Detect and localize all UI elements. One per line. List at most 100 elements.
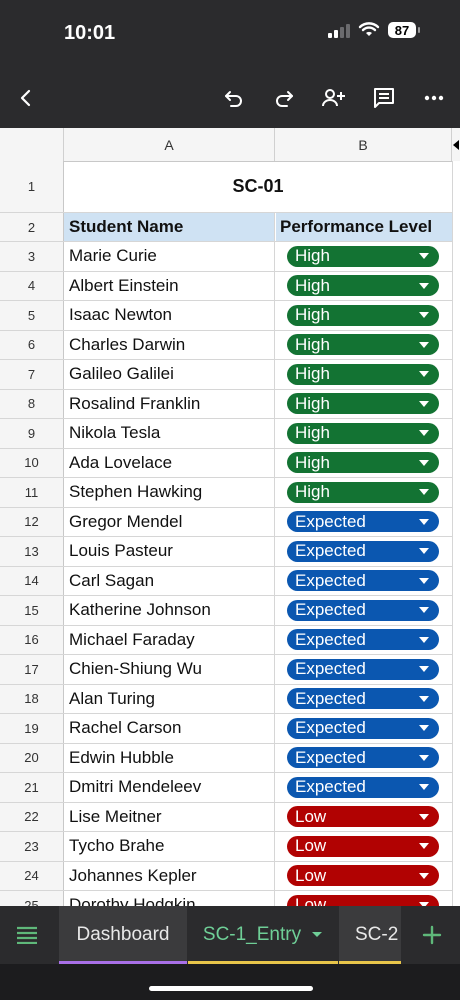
tab-sc-1-entry[interactable]: SC-1_Entry [188,906,338,964]
row-number[interactable]: 8 [0,389,64,418]
performance-level-cell[interactable]: High [276,242,452,271]
row-number[interactable]: 3 [0,242,64,271]
performance-level-dropdown[interactable]: High [287,245,439,267]
student-name-cell[interactable]: Charles Darwin [64,330,275,359]
row-number[interactable]: 9 [0,419,64,448]
spreadsheet-grid[interactable]: A B 1 SC-01 2 Student Name Performance L… [0,128,460,906]
header-student-name[interactable]: Student Name [64,213,275,241]
student-name-cell[interactable]: Edwin Hubble [64,743,275,772]
performance-level-cell[interactable]: High [276,478,452,507]
more-options-button[interactable] [418,82,450,114]
row-number[interactable]: 13 [0,537,64,566]
performance-level-dropdown[interactable]: High [287,393,439,415]
performance-level-cell[interactable]: Low [276,803,452,832]
chevron-down-icon[interactable] [311,931,323,939]
row-number[interactable]: 18 [0,684,64,713]
student-name-cell[interactable]: Lise Meitner [64,802,275,831]
student-name-cell[interactable]: Galileo Galilei [64,360,275,389]
row-number[interactable]: 2 [0,213,64,241]
performance-level-dropdown[interactable]: High [287,363,439,385]
performance-level-dropdown[interactable]: Low [287,894,439,906]
performance-level-cell[interactable]: High [276,272,452,301]
student-name-cell[interactable]: Albert Einstein [64,271,275,300]
performance-level-dropdown[interactable]: Low [287,806,439,828]
student-name-cell[interactable]: Katherine Johnson [64,596,275,625]
student-name-cell[interactable]: Dorothy Hodgkin [64,891,275,906]
row-number[interactable]: 6 [0,330,64,359]
back-button[interactable] [10,82,42,114]
performance-level-dropdown[interactable]: High [287,275,439,297]
performance-level-cell[interactable]: High [276,449,452,478]
row-number[interactable]: 4 [0,271,64,300]
performance-level-dropdown[interactable]: Low [287,835,439,857]
add-sheet-button[interactable] [418,906,446,964]
performance-level-cell[interactable]: Expected [276,596,452,625]
student-name-cell[interactable]: Rosalind Franklin [64,389,275,418]
row-number[interactable]: 17 [0,655,64,684]
row-number[interactable]: 16 [0,625,64,654]
redo-button[interactable] [268,82,300,114]
student-name-cell[interactable]: Dmitri Mendeleev [64,773,275,802]
performance-level-dropdown[interactable]: Expected [287,717,439,739]
student-name-cell[interactable]: Stephen Hawking [64,478,275,507]
performance-level-dropdown[interactable]: Expected [287,511,439,533]
share-button[interactable] [318,82,350,114]
performance-level-cell[interactable]: Low [276,832,452,861]
home-indicator[interactable] [149,986,313,991]
sheet-title-cell[interactable]: SC-01 [232,176,284,196]
performance-level-dropdown[interactable]: Low [287,865,439,887]
student-name-cell[interactable]: Michael Faraday [64,625,275,654]
tab-dashboard[interactable]: Dashboard [59,906,187,964]
performance-level-dropdown[interactable]: High [287,422,439,444]
row-number[interactable]: 25 [0,891,64,906]
row-number[interactable]: 21 [0,773,64,802]
performance-level-dropdown[interactable]: Expected [287,776,439,798]
header-performance-level[interactable]: Performance Level [276,213,452,241]
performance-level-cell[interactable]: Expected [276,626,452,655]
student-name-cell[interactable]: Ada Lovelace [64,448,275,477]
performance-level-dropdown[interactable]: Expected [287,688,439,710]
performance-level-cell[interactable]: Expected [276,773,452,802]
performance-level-dropdown[interactable]: High [287,481,439,503]
performance-level-cell[interactable]: High [276,360,452,389]
performance-level-cell[interactable]: High [276,419,452,448]
student-name-cell[interactable]: Isaac Newton [64,301,275,330]
column-header-a[interactable]: A [64,128,275,161]
performance-level-cell[interactable]: Expected [276,714,452,743]
row-number[interactable]: 5 [0,301,64,330]
row-number[interactable]: 19 [0,714,64,743]
student-name-cell[interactable]: Chien-Shiung Wu [64,655,275,684]
student-name-cell[interactable]: Marie Curie [64,242,275,271]
row-number[interactable]: 22 [0,802,64,831]
performance-level-dropdown[interactable]: Expected [287,599,439,621]
performance-level-cell[interactable]: High [276,301,452,330]
performance-level-cell[interactable]: Expected [276,744,452,773]
performance-level-cell[interactable]: Expected [276,685,452,714]
row-number[interactable]: 7 [0,360,64,389]
performance-level-dropdown[interactable]: Expected [287,629,439,651]
performance-level-dropdown[interactable]: High [287,304,439,326]
comment-button[interactable] [368,82,400,114]
performance-level-dropdown[interactable]: Expected [287,540,439,562]
row-number[interactable]: 12 [0,507,64,536]
performance-level-cell[interactable]: Expected [276,567,452,596]
performance-level-dropdown[interactable]: Expected [287,570,439,592]
student-name-cell[interactable]: Carl Sagan [64,566,275,595]
row-number[interactable]: 14 [0,566,64,595]
student-name-cell[interactable]: Louis Pasteur [64,537,275,566]
performance-level-dropdown[interactable]: Expected [287,747,439,769]
performance-level-cell[interactable]: High [276,331,452,360]
performance-level-dropdown[interactable]: High [287,334,439,356]
all-sheets-button[interactable] [16,906,44,964]
row-number[interactable]: 23 [0,832,64,861]
student-name-cell[interactable]: Gregor Mendel [64,507,275,536]
performance-level-cell[interactable]: Expected [276,537,452,566]
performance-level-dropdown[interactable]: High [287,452,439,474]
performance-level-cell[interactable]: Expected [276,508,452,537]
performance-level-dropdown[interactable]: Expected [287,658,439,680]
row-number[interactable]: 11 [0,478,64,507]
tab-sc-2[interactable]: SC-2 [339,906,401,964]
row-number[interactable]: 10 [0,448,64,477]
row-number[interactable]: 20 [0,743,64,772]
performance-level-cell[interactable]: Expected [276,655,452,684]
